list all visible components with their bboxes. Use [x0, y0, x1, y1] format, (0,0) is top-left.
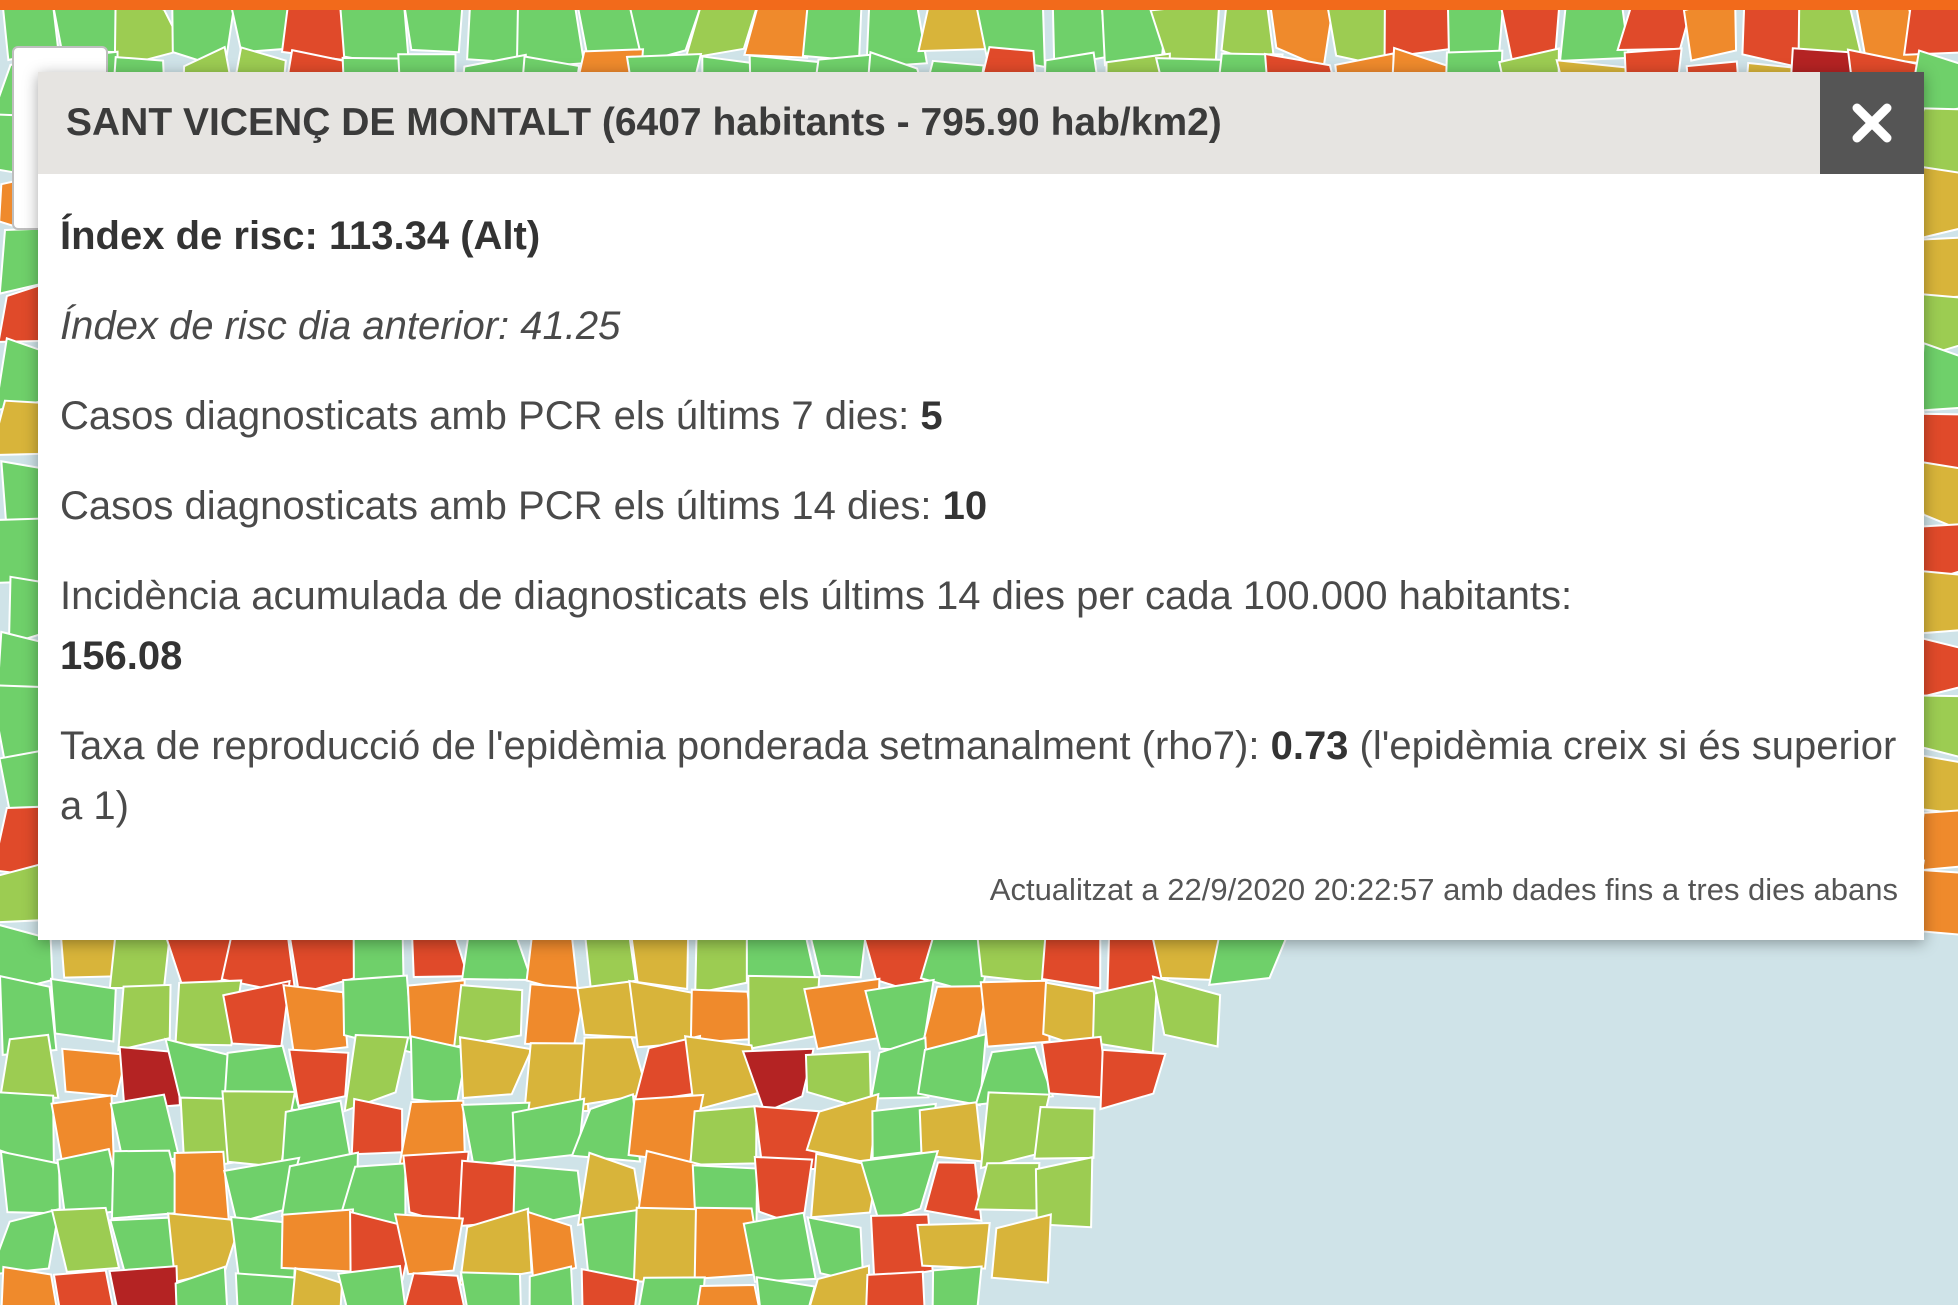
municipality-region[interactable]: [803, 1264, 871, 1305]
municipality-region[interactable]: [1034, 1156, 1094, 1229]
municipality-region[interactable]: [974, 1045, 1055, 1106]
municipality-region[interactable]: [990, 1213, 1052, 1284]
municipality-region[interactable]: [453, 984, 524, 1049]
municipality-region[interactable]: [350, 1097, 404, 1156]
incidence: Incidència acumulada de diagnosticats el…: [60, 566, 1900, 686]
municipality-region[interactable]: [803, 977, 881, 1051]
municipality-region[interactable]: [287, 1048, 350, 1108]
municipality-region[interactable]: [1151, 975, 1222, 1048]
municipality-region[interactable]: [523, 983, 586, 1047]
municipality-region[interactable]: [979, 979, 1051, 1048]
municipality-region[interactable]: [117, 983, 172, 1052]
rho-value: 0.73: [1270, 724, 1349, 768]
municipality-region[interactable]: [931, 1265, 983, 1305]
municipality-region[interactable]: [289, 1266, 344, 1305]
municipality-region[interactable]: [280, 1208, 354, 1273]
municipality-region[interactable]: [526, 1210, 578, 1280]
municipality-region[interactable]: [459, 1271, 522, 1305]
municipality-region[interactable]: [174, 1265, 229, 1305]
municipality-region[interactable]: [636, 1276, 706, 1305]
municipality-region[interactable]: [528, 1265, 575, 1305]
municipality-region[interactable]: [1917, 341, 1958, 412]
municipality-region[interactable]: [1902, 0, 1958, 56]
municipality-region[interactable]: [742, 1211, 817, 1283]
cases-7-label: Casos diagnosticats amb PCR els últims 7…: [60, 394, 921, 438]
municipality-region[interactable]: [234, 1272, 302, 1305]
rho-label: Taxa de reproducció de l'epidèmia ponder…: [60, 724, 1271, 768]
previous-risk-index: Índex de risc dia anterior: 41.25: [60, 304, 621, 348]
municipality-region[interactable]: [1033, 1105, 1096, 1160]
municipality-region[interactable]: [1040, 1035, 1110, 1100]
municipality-region[interactable]: [570, 1092, 642, 1163]
municipality-region[interactable]: [52, 1269, 117, 1305]
municipality-region[interactable]: [923, 1161, 983, 1223]
reproduction-rate: Taxa de reproducció de l'epidèmia ponder…: [60, 716, 1900, 836]
cases-14-label: Casos diagnosticats amb PCR els últims 1…: [60, 484, 943, 528]
municipality-region[interactable]: [1099, 1048, 1167, 1111]
rho-note: (l'epidèmia creix si és superior a 1): [60, 724, 1897, 828]
municipality-region[interactable]: [689, 988, 755, 1044]
incidence-label: Incidència acumulada de diagnosticats el…: [60, 574, 1573, 618]
municipality-region[interactable]: [755, 1276, 816, 1305]
municipality-region[interactable]: [409, 1035, 469, 1106]
municipality-region[interactable]: [865, 1270, 926, 1305]
municipality-region[interactable]: [916, 1221, 991, 1270]
close-icon: [1852, 103, 1892, 143]
municipality-region[interactable]: [108, 931, 171, 990]
municipality-region[interactable]: [0, 1265, 60, 1305]
municipality-region[interactable]: [741, 1047, 815, 1114]
municipality-region[interactable]: [50, 1206, 121, 1273]
municipality-region[interactable]: [0, 1150, 61, 1215]
municipality-region[interactable]: [0, 1033, 60, 1099]
municipality-region[interactable]: [343, 1033, 410, 1113]
risk-index: Índex de risc: 113.34 (Alt): [60, 214, 541, 258]
municipality-region[interactable]: [282, 984, 349, 1055]
update-timestamp: Actualitzat a 22/9/2020 20:22:57 amb dad…: [989, 872, 1898, 907]
top-accent-bar: [0, 0, 1958, 10]
municipality-region[interactable]: [743, 0, 813, 59]
municipality-region[interactable]: [393, 1213, 465, 1276]
municipality-region[interactable]: [694, 1283, 763, 1305]
cases-7-value: 5: [920, 394, 943, 438]
cases-14-value: 10: [942, 484, 988, 528]
municipality-region[interactable]: [628, 0, 705, 64]
municipality-region[interactable]: [0, 1207, 61, 1275]
municipality-region[interactable]: [974, 1162, 1041, 1212]
popup-body: Índex de risc: 113.34 (Alt) Índex de ris…: [60, 206, 1900, 866]
popup-title: SANT VICENÇ DE MONTALT (6407 habitants -…: [66, 101, 1222, 144]
municipality-region[interactable]: [689, 1105, 758, 1166]
municipality-region[interactable]: [49, 977, 117, 1043]
close-button[interactable]: [1820, 72, 1924, 174]
municipality-region[interactable]: [859, 1150, 940, 1224]
municipality-region[interactable]: [61, 1047, 128, 1098]
cases-14-days: Casos diagnosticats amb PCR els últims 1…: [60, 476, 1900, 536]
municipality-region[interactable]: [684, 0, 761, 61]
municipality-region[interactable]: [337, 1264, 409, 1305]
municipality-region[interactable]: [399, 1272, 468, 1305]
municipality-region[interactable]: [632, 1206, 701, 1287]
popup-header: SANT VICENÇ DE MONTALT (6407 habitants -…: [38, 72, 1924, 174]
incidence-value: 156.08: [60, 634, 183, 678]
cases-7-days: Casos diagnosticats amb PCR els últims 7…: [60, 386, 1900, 446]
municipality-region[interactable]: [118, 1045, 181, 1111]
municipality-region[interactable]: [458, 1036, 534, 1100]
municipality-region[interactable]: [869, 1036, 930, 1100]
municipality-region[interactable]: [523, 1042, 590, 1114]
municipality-popup: SANT VICENÇ DE MONTALT (6407 habitants -…: [38, 72, 1924, 940]
municipality-region[interactable]: [580, 1267, 640, 1305]
municipality-region[interactable]: [810, 1152, 880, 1219]
municipality-region[interactable]: [108, 1265, 179, 1305]
